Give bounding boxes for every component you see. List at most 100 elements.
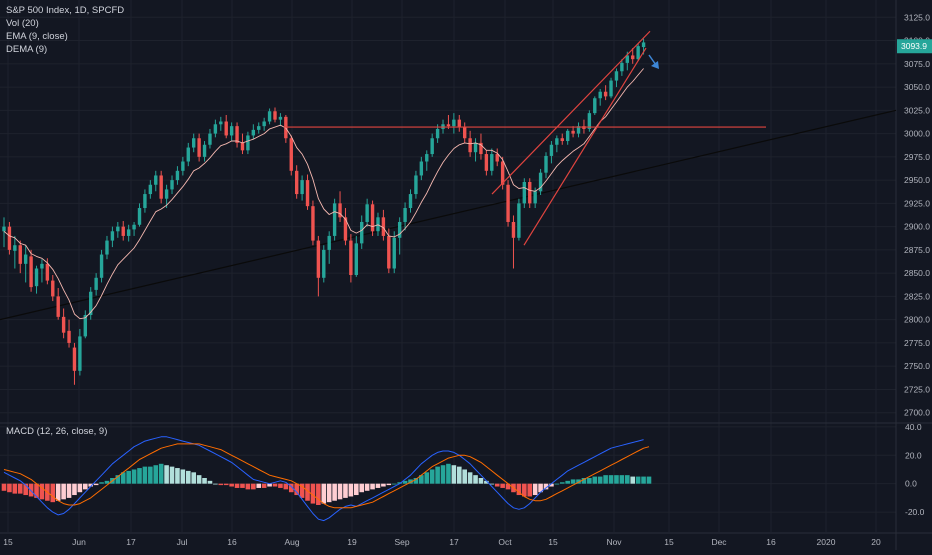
- macd-bar: [234, 483, 240, 488]
- candle-body: [137, 208, 142, 225]
- candle-body: [132, 224, 136, 230]
- candle-body: [34, 268, 39, 287]
- macd-bar: [381, 483, 386, 487]
- candle-body: [603, 91, 608, 97]
- macd-bar: [543, 483, 549, 490]
- candle: [636, 43, 640, 62]
- macd-bar: [169, 466, 175, 484]
- macd-legend: MACD (12, 26, close, 9): [6, 426, 108, 437]
- candle: [332, 198, 337, 241]
- candle: [360, 215, 364, 249]
- candle-body: [154, 175, 158, 185]
- candle: [538, 168, 543, 195]
- candle-body: [587, 113, 592, 129]
- candle: [240, 133, 245, 155]
- time-tick-label: Dec: [711, 537, 727, 547]
- macd-bar: [565, 480, 570, 484]
- candle: [251, 124, 256, 140]
- candle-body: [170, 180, 174, 190]
- macd-bar: [202, 478, 207, 484]
- macd-bar: [218, 483, 224, 486]
- candle: [197, 133, 201, 162]
- candle: [229, 122, 234, 142]
- candle-body: [452, 119, 456, 127]
- macd-bar: [1, 483, 7, 491]
- macd-bar: [229, 483, 234, 487]
- legend-ema: EMA (9, close): [6, 31, 68, 42]
- candle-body: [202, 144, 207, 157]
- candle-body: [365, 204, 369, 222]
- candle: [479, 133, 483, 160]
- macd-bar: [603, 475, 608, 484]
- candle: [300, 175, 304, 201]
- macd-tick-label: 40.0: [905, 422, 922, 432]
- candle: [289, 135, 293, 176]
- candle-body: [565, 130, 570, 142]
- candle: [170, 175, 174, 195]
- macd-bar: [354, 483, 359, 496]
- macd-bar: [473, 475, 478, 484]
- candle: [235, 122, 239, 148]
- candle: [576, 122, 581, 138]
- macd-bar: [185, 470, 191, 484]
- candle: [555, 135, 559, 153]
- time-tick-label: Nov: [606, 537, 622, 547]
- price-tick-label: 2750.0: [904, 361, 930, 371]
- candle: [397, 217, 402, 255]
- macd-axis: 40.0 20.0 0.0 -20.0: [905, 422, 925, 517]
- macd-bar: [39, 483, 45, 500]
- candle-body: [435, 128, 440, 139]
- macd-bar: [494, 483, 500, 487]
- macd-bar: [570, 479, 576, 484]
- price-tick-label: 2700.0: [904, 408, 930, 418]
- candle-body: [533, 191, 537, 204]
- candle: [370, 200, 375, 236]
- macd-bar: [213, 483, 218, 485]
- candle: [78, 328, 82, 376]
- macd-bar: [467, 472, 473, 484]
- time-tick-label: Aug: [284, 537, 299, 547]
- candle-body: [316, 240, 321, 278]
- candle: [7, 221, 12, 255]
- candle-body: [213, 124, 218, 134]
- candle: [403, 202, 407, 231]
- legend-dema: DEMA (9): [6, 44, 48, 55]
- macd-bar: [126, 470, 131, 484]
- macd-bar: [66, 483, 72, 498]
- time-tick-label: Sep: [394, 537, 409, 547]
- macd-bar: [55, 483, 61, 501]
- macd-bar: [326, 483, 332, 503]
- macd-bar: [408, 479, 413, 484]
- price-tick-label: 3125.0: [904, 12, 930, 22]
- candle-body: [224, 121, 228, 136]
- candle: [430, 133, 434, 157]
- macd-bar: [386, 483, 392, 486]
- candle: [246, 131, 250, 155]
- candle: [376, 212, 380, 236]
- macd-bar: [23, 483, 28, 496]
- candle: [571, 126, 575, 138]
- candle-body: [45, 263, 50, 281]
- candle-body: [549, 144, 554, 156]
- candle-body: [511, 221, 516, 238]
- candle: [181, 156, 185, 176]
- macd-bar: [581, 478, 587, 484]
- candle-body: [192, 138, 196, 148]
- candle-body: [636, 46, 640, 60]
- candle: [56, 288, 60, 320]
- macd-bar: [50, 483, 56, 503]
- time-tick-label: 15: [548, 537, 558, 547]
- candle-body: [148, 184, 153, 195]
- macd-bar: [12, 483, 18, 494]
- candle: [267, 108, 272, 125]
- macd-bar: [61, 483, 66, 500]
- candle: [137, 203, 142, 227]
- candle-body: [257, 126, 261, 130]
- candle: [154, 170, 158, 192]
- price-tick-label: 2775.0: [904, 338, 930, 348]
- macd-bar: [283, 483, 289, 490]
- candle: [208, 128, 212, 149]
